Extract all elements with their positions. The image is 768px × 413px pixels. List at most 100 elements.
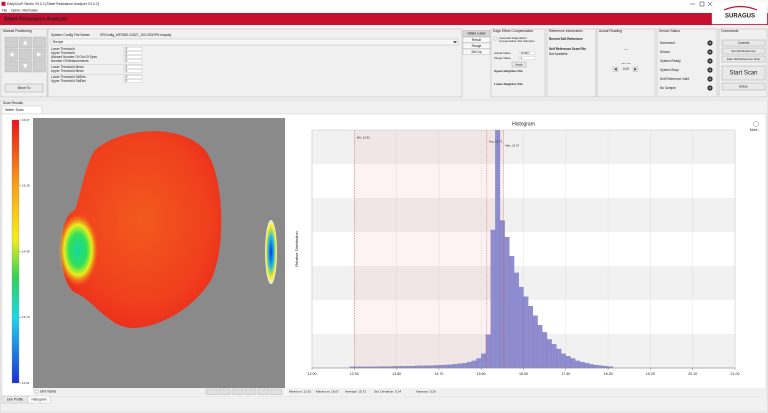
recipe-dropdown[interactable] (50, 38, 459, 46)
status-led-core (708, 77, 712, 81)
histogram-bar (523, 296, 529, 369)
field-label: Number Of Measurements (51, 59, 89, 63)
move-to-button-label[interactable]: Move To (18, 86, 31, 90)
field-label: Lower Threshold (51, 47, 75, 51)
field-value[interactable]: 0 (126, 79, 128, 83)
menu-item[interactable]: Information (22, 8, 38, 12)
command-button-label[interactable]: Start Self Reference Scan (727, 57, 761, 61)
side-tab-label[interactable]: Wafer Label (468, 31, 486, 35)
map-tool-button[interactable] (257, 388, 270, 395)
stat-text: Average: 15.72 (345, 389, 366, 393)
field-value[interactable]: 0 (126, 75, 128, 79)
field-value[interactable]: 0 (126, 59, 128, 63)
move-to-button[interactable] (4, 83, 44, 93)
field-input[interactable] (123, 55, 143, 59)
field-value[interactable]: 0 (126, 65, 128, 69)
histogram-bar (546, 339, 552, 369)
field-input[interactable] (123, 47, 143, 51)
command-button-label[interactable]: Set Self Reference (731, 49, 756, 53)
apply-button[interactable] (511, 61, 527, 68)
field-value[interactable]: 0 (126, 47, 128, 51)
status-led-core (708, 68, 712, 72)
side-tab-label[interactable]: Result (472, 38, 481, 42)
close-button[interactable] (707, 1, 713, 7)
bottom-tab[interactable] (27, 395, 51, 404)
jog-button[interactable] (4, 60, 18, 73)
jog-button[interactable] (32, 60, 46, 73)
command-button-label[interactable]: Connect (738, 41, 750, 45)
commands-title: Commands (721, 29, 739, 33)
field-input[interactable] (518, 56, 536, 60)
jog-button[interactable] (32, 36, 46, 49)
field-label: Upper Threshold (51, 51, 75, 55)
colorbar-tick-label: 14.49 (22, 249, 30, 253)
command-button-label[interactable]: Start Scan (729, 71, 757, 77)
histogram-bar (542, 332, 548, 369)
menu-item[interactable]: File (2, 8, 7, 12)
command-button[interactable] (721, 65, 766, 81)
jog-button[interactable] (4, 36, 18, 49)
histogram-bar (415, 365, 421, 369)
checkbox[interactable] (493, 36, 498, 41)
more-button[interactable]: More... (750, 128, 760, 132)
menu-item[interactable]: Option (11, 8, 21, 12)
plot-frame (311, 129, 736, 369)
apply-button-label[interactable]: Apply (515, 62, 523, 66)
command-button[interactable] (721, 55, 766, 63)
side-tab[interactable] (462, 36, 491, 44)
map-tool-button[interactable] (244, 388, 257, 395)
jog-button[interactable] (18, 48, 32, 61)
histogram-bar (589, 364, 595, 369)
stat-text: Maximum: 16.07 (316, 389, 339, 393)
step-arrow (614, 67, 617, 71)
side-tab-label[interactable]: Range (472, 44, 482, 48)
field-value[interactable]: 0 (126, 51, 128, 55)
command-button[interactable] (721, 47, 766, 55)
checkbox-label: Automatic Edge Effect (499, 36, 527, 40)
field-input[interactable] (123, 59, 143, 63)
side-tab[interactable] (462, 30, 491, 37)
logo-text: SURAGUS (725, 14, 755, 20)
field-input[interactable] (123, 65, 143, 69)
step-arrow (634, 67, 637, 71)
jog-arrow (23, 64, 28, 69)
histogram-bar (443, 364, 449, 369)
field-value[interactable]: 15.807 (521, 51, 531, 55)
grid-visible-label[interactable]: Grid Visible (40, 389, 56, 393)
x-tick-label: 15.60 (477, 372, 486, 376)
field-value[interactable]: 0 (126, 55, 128, 59)
checkbox-label: Compensation File Selection (499, 39, 535, 43)
map-tool-button[interactable] (218, 388, 231, 395)
x-tick-label: 16.50 (519, 372, 528, 376)
field-value[interactable]: 0 (126, 69, 128, 73)
side-tab-label[interactable]: Set-Up (471, 50, 481, 54)
stat-text: Std. Deviation: 0.14 (374, 389, 401, 393)
jog-arrow (23, 40, 28, 45)
command-button[interactable] (721, 82, 766, 91)
stat-text: Variance: 0.20 (416, 389, 436, 393)
wafer-scan-tab-label[interactable]: Wafer Scan (5, 108, 24, 112)
recipe-label[interactable]: Recipe (53, 40, 63, 44)
map-tool-button[interactable] (270, 388, 283, 395)
side-tab[interactable] (462, 48, 491, 56)
map-tool-button[interactable] (205, 388, 218, 395)
device-status (656, 28, 718, 98)
more-button-icon[interactable] (753, 121, 759, 127)
histogram-bar (504, 237, 510, 369)
bottom-tab-label[interactable]: Histogram (31, 397, 46, 401)
field-input[interactable] (123, 79, 143, 83)
bottom-tab-label[interactable]: Line Profile (7, 397, 24, 401)
field-value[interactable]: 1 (521, 56, 523, 60)
field-input[interactable] (123, 51, 143, 55)
field-input[interactable] (123, 69, 143, 73)
command-button[interactable] (721, 39, 766, 47)
side-tab[interactable] (462, 42, 491, 50)
histogram-bar (429, 365, 435, 369)
map-tool-button[interactable] (231, 388, 244, 395)
checkbox[interactable] (34, 389, 39, 394)
field-input[interactable] (518, 51, 536, 55)
command-button-label[interactable]: Erase (739, 84, 748, 88)
maximize-button[interactable] (699, 1, 705, 7)
field-input[interactable] (123, 75, 143, 79)
